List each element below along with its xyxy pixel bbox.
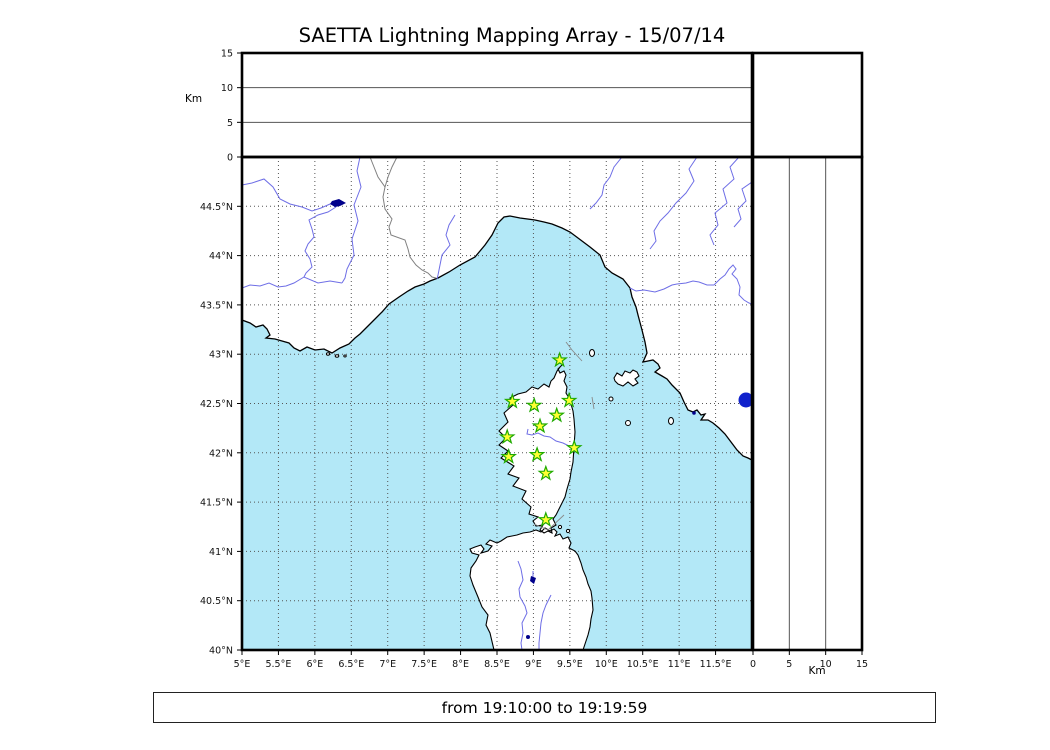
river [538,594,552,650]
station-star [525,396,543,413]
top-panel-bg [242,53,752,157]
tick-label: 5 [786,659,792,670]
tick-label: 6.5°E [338,659,364,670]
sardinia-coastline [469,527,594,650]
station-star [548,406,566,423]
right-panel-bg [753,157,862,650]
station-star [537,464,555,481]
tick-label: 7.5°E [411,659,437,670]
river [526,428,575,448]
station-star [503,392,521,409]
river [303,206,337,278]
station-star [500,447,518,464]
tick-label: 7°E [379,659,396,670]
river [517,560,528,650]
station-star [531,417,549,434]
time-range-box: from 19:10:00 to 19:19:59 [153,692,936,723]
tick-label: 44.5°N [200,202,233,213]
tick-label: 40°N [209,646,233,657]
mainland-coastline [242,215,752,461]
country-border [384,157,398,188]
tick-label: 10 [820,659,832,670]
tick-label: 43.5°N [200,300,233,311]
map-layer [242,157,752,650]
tick-label: 15 [856,659,868,670]
river [436,214,456,280]
tick-label: 10.5°E [627,659,659,670]
island-giglio [668,417,674,425]
country-border [369,157,437,279]
lake [692,411,696,415]
lake [530,576,536,584]
altitude-axis-label-top-panel: Km [185,93,203,105]
tick-label: 6°E [306,659,323,670]
island-hyeres-3 [343,354,347,358]
tick-label: 9°E [525,659,542,670]
tick-label: 5.5°E [265,659,291,670]
island-hyeres-1 [325,352,331,356]
river [649,157,698,250]
tick-label: 11.5°E [700,659,732,670]
river [341,157,362,284]
time-range-text: from 19:10:00 to 19:19:59 [441,698,648,717]
river [733,181,752,228]
island-hyeres-2 [334,354,340,358]
tick-label: 42°N [209,448,233,459]
station-star [560,391,578,408]
river [629,264,752,305]
elba-coastline [613,369,640,387]
corsica-coastline [498,364,576,534]
station-star [528,445,546,462]
tick-label: 9.5°E [557,659,583,670]
island-capraia [589,349,595,357]
sea-boundary-line [565,341,583,362]
island-montecristo [625,420,631,426]
tick-label: 5°E [234,659,251,670]
island-pianosa [608,396,614,402]
river [709,157,740,246]
tick-label: 10 [221,83,233,94]
lake [330,199,346,207]
station-star [565,439,583,455]
island-maddalena-1 [557,524,563,530]
tick-label: 10°E [595,659,618,670]
tick-label: 44°N [209,251,233,262]
lake-bolsena [738,392,752,408]
tick-label: 43°N [209,350,233,361]
tick-label: 8°E [452,659,469,670]
tick-label: 42.5°N [200,399,233,410]
tick-label: 41°N [209,547,233,558]
tick-label: 11°E [668,659,691,670]
tick-label: 41.5°N [200,498,233,509]
sea-boundary-line [533,514,565,531]
topright-box-bg [753,53,862,157]
tick-label: 0 [227,153,233,164]
tick-label: 15 [221,49,233,60]
lake [526,635,530,639]
altitude-axis-label-right-panel: Km [808,665,826,677]
plot-title: SAETTA Lightning Mapping Array - 15/07/1… [298,24,726,47]
station-star [498,428,516,445]
tick-label: 40.5°N [200,596,233,607]
island-maddalena-2 [565,528,571,534]
tick-label: 8.5°E [484,659,510,670]
river [242,178,337,212]
river [242,276,343,289]
sea-boundary-line [591,396,595,410]
elba-fill [614,370,639,386]
sardinia-fill [470,528,593,650]
station-star [551,351,569,368]
tick-label: 0 [750,659,756,670]
station-star [537,510,555,528]
tick-label: 5 [227,118,233,129]
river [589,157,623,210]
right-panel-border [751,155,864,652]
